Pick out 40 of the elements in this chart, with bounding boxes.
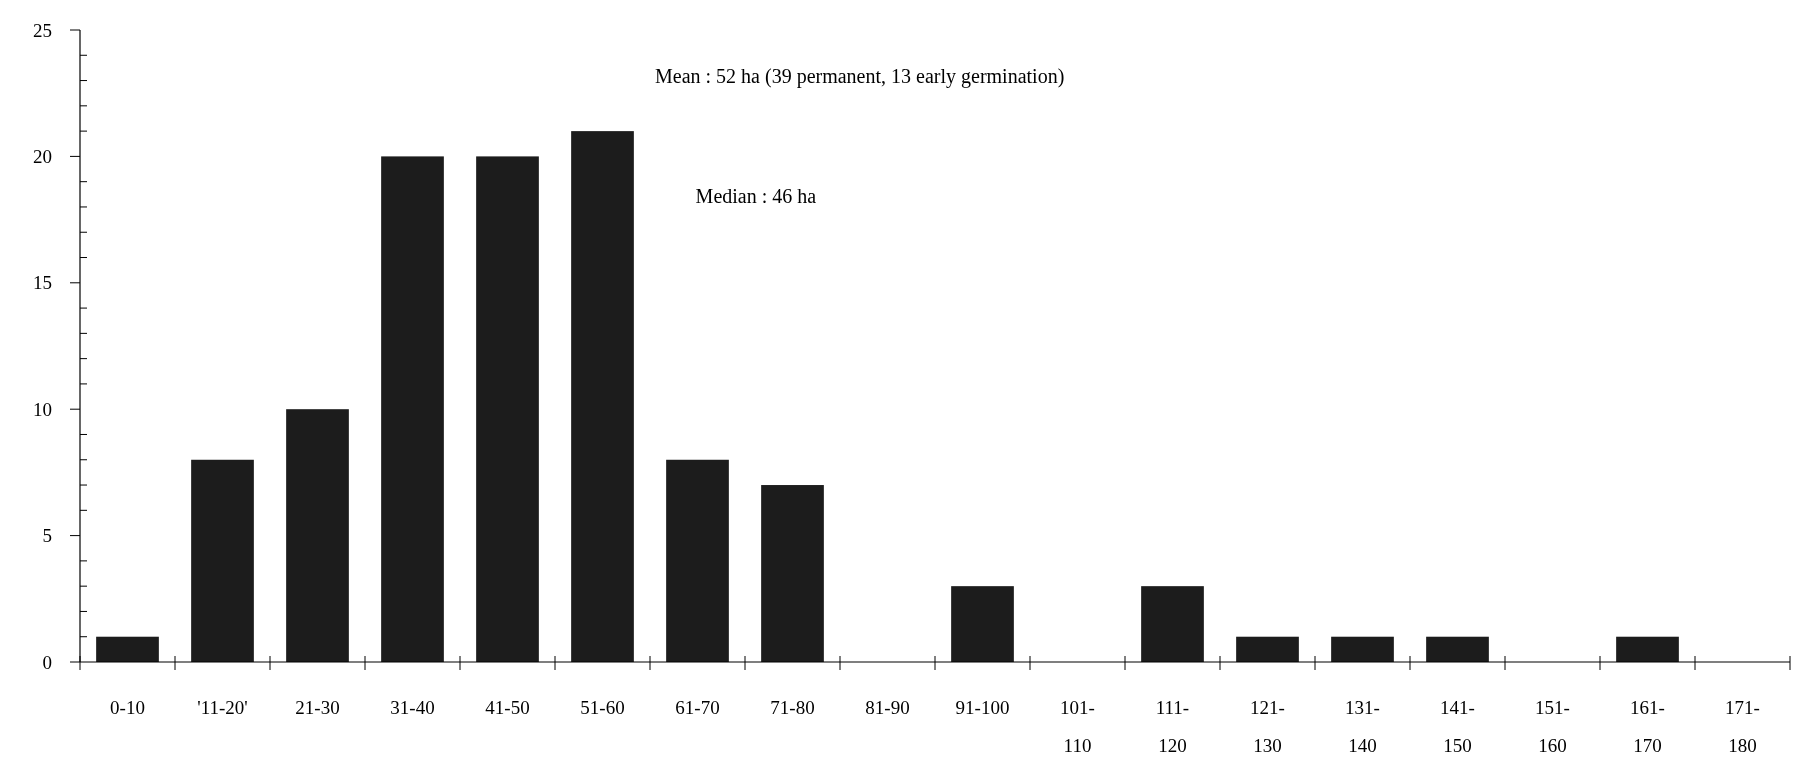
y-tick-label: 20: [33, 146, 52, 168]
x-tick-label: 61-70: [675, 697, 720, 718]
x-tick-label: 151-160: [1535, 697, 1570, 756]
x-tick-label: 71-80: [770, 697, 815, 718]
bar: [1331, 636, 1394, 662]
bar: [1616, 636, 1679, 662]
x-tick-label: 101-110: [1060, 697, 1095, 756]
bar: [571, 131, 634, 662]
x-tick-label: '11-20': [197, 697, 248, 718]
y-tick-label: 25: [33, 19, 52, 41]
x-tick-label: 121-130: [1250, 697, 1285, 756]
y-tick-label: 5: [42, 525, 52, 547]
y-tick-label: 15: [33, 272, 52, 294]
x-tick-label: 131-140: [1345, 697, 1380, 756]
bar: [191, 459, 254, 662]
x-tick-label: 91-100: [955, 697, 1010, 718]
bar: [96, 636, 159, 662]
annotation: Median : 46 ha: [695, 185, 817, 207]
bar: [761, 485, 824, 662]
x-tick-label: 21-30: [295, 697, 340, 718]
bar: [666, 459, 729, 662]
annotation: Mean : 52 ha (39 permanent, 13 early germination): [655, 65, 1065, 88]
y-tick-label: 0: [42, 651, 52, 673]
bar: [1141, 586, 1204, 662]
x-tick-label: 161-170: [1630, 697, 1665, 756]
x-tick-label: 171-180: [1725, 697, 1760, 756]
x-tick-label: 31-40: [390, 697, 435, 718]
bar: [476, 156, 539, 662]
bar: [286, 409, 349, 662]
y-tick-label: 10: [33, 398, 52, 420]
x-tick-label: 111-120: [1155, 697, 1190, 756]
bar: [1236, 636, 1299, 662]
bar: [951, 586, 1014, 662]
x-tick-label: 51-60: [580, 697, 625, 718]
x-tick-label: 81-90: [865, 697, 910, 718]
x-tick-label: 141-150: [1440, 697, 1475, 756]
x-tick-label: 41-50: [485, 697, 530, 718]
x-tick-label: 0-10: [110, 697, 145, 718]
bar: [1426, 636, 1489, 662]
bar: [381, 156, 444, 662]
